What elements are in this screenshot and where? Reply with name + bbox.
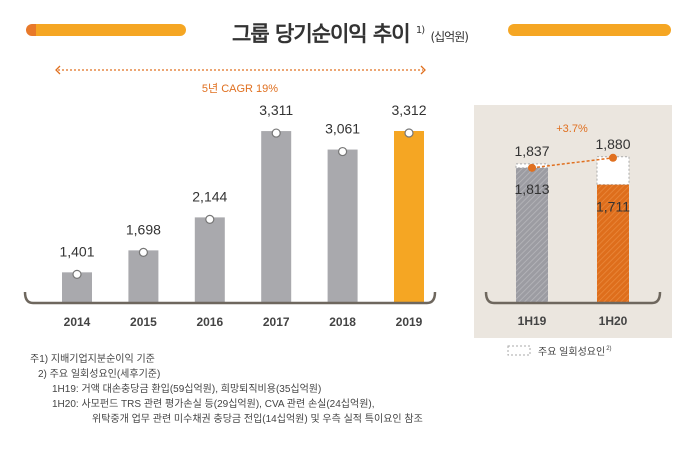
bar-2015 [128,250,159,302]
value-label-2015: 1,698 [126,221,161,237]
cagr-label: 5년 CAGR 19% [202,82,278,95]
growth-line [531,157,614,169]
legend-label: 주요 일회성요인 [538,346,605,358]
title-decor-left [26,24,186,36]
total-label-1H20: 1,880 [595,136,630,152]
title-footnote: 1) [415,25,425,36]
total-label-1H19: 1,837 [514,143,549,159]
footnotes: 주1) 지배기업지분순이익 기준 2) 주요 일회성요인(세후기준) 1H19:… [30,352,423,427]
cagr-arrow-left-icon [55,65,61,75]
bar-1H19 [516,167,548,302]
x-tick-2014: 2014 [64,315,91,329]
x-axis-bracket-half [484,291,662,305]
x-axis-bracket [23,291,437,305]
note-4: 1H20: 사모펀드 TRS 관련 평가손실 등(29십억원), CVA 관련 … [52,399,375,410]
growth-marker-1H20 [609,153,617,162]
value-label-2017: 3,311 [259,102,293,118]
marker-2019 [404,128,414,138]
note-1: 주1) 지배기업지분순이익 기준 [30,354,155,365]
bar-2018 [327,149,358,302]
title-text: 그룹 당기순이익 추이 [232,22,411,46]
x-tick-2018: 2018 [329,315,356,329]
title-decor-right [508,24,671,36]
x-tick-2019: 2019 [396,315,423,329]
growth-label: +3.7% [556,123,588,135]
note-2: 2) 주요 일회성요인(세후기준) [38,369,161,380]
marker-2014 [72,269,82,279]
note-3: 1H19: 거액 대손충당금 환입(59십억원), 희망퇴직비용(35십억원) [52,384,322,395]
x-tick-1H19: 1H19 [518,314,547,328]
x-tick-2015: 2015 [130,315,157,329]
value-label-2014: 1,401 [59,243,94,259]
marker-2016 [205,214,215,224]
x-tick-2017: 2017 [263,315,290,329]
chart-title: 그룹 당기순이익 추이 1) (십억원) [0,18,700,48]
growth-marker-1H19 [528,163,536,172]
bar-1H20 [597,184,629,302]
value-label-1H20: 1,711 [596,199,630,215]
half-year-panel [474,105,672,338]
x-tick-1H20: 1H20 [599,314,628,328]
legend-swatch [507,345,531,356]
marker-2017 [271,128,281,138]
marker-2018 [338,146,348,157]
note-5: 위탁중개 업무 관련 미수채권 충당금 전입(14십억원) 및 우측 실적 특이… [92,414,423,425]
legend: 주요 일회성요인2) [538,346,612,358]
x-tick-2016: 2016 [196,315,223,329]
value-label-2019: 3,312 [391,102,426,118]
bar-2019 [394,131,424,302]
value-label-2018: 3,061 [325,121,360,137]
value-label-1H19: 1,813 [514,181,549,197]
bar-2017 [261,131,292,302]
value-label-2016: 2,144 [192,188,227,204]
cagr-arrow-right-icon [420,65,426,75]
title-unit: (십억원) [430,30,468,44]
legend-footnote: 2) [606,346,611,352]
bar-2016 [194,217,225,302]
marker-2015 [138,247,148,257]
